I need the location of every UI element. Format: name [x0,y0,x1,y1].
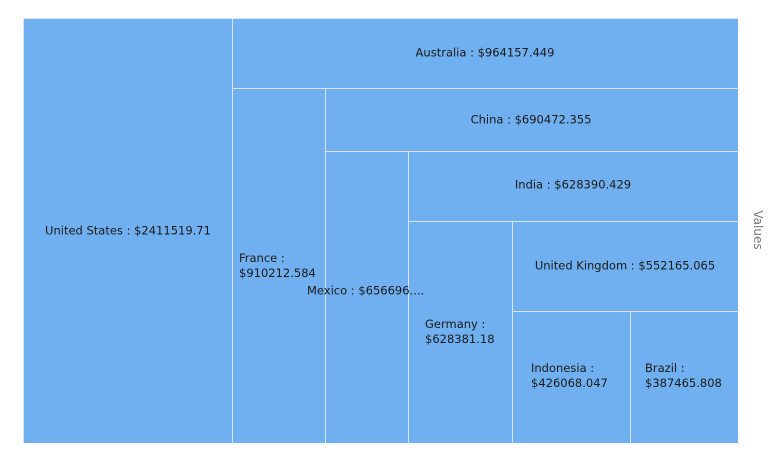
treemap-cell-germany[interactable] [408,221,512,443]
treemap-cell-mexico[interactable] [325,151,408,443]
treemap-label: Australia : $964157.449 [415,45,555,60]
treemap-label: France : $910212.584 [239,251,316,280]
treemap-plot: United States : $2411519.71 Australia : $… [23,18,738,443]
treemap-label: India : $628390.429 [514,177,632,192]
treemap-cell-brazil[interactable] [630,311,738,443]
treemap-label: United States : $2411519.71 [45,223,211,238]
treemap-label: Indonesia : $426068.047 [531,361,608,390]
treemap-cell-indonesia[interactable] [512,311,630,443]
treemap-cell-france[interactable] [232,88,325,443]
treemap-label: United Kingdom : $552165.065 [534,258,716,273]
treemap-cell-india[interactable] [408,151,738,221]
treemap-label: Mexico : $656696.... [307,283,425,298]
treemap-label: Germany : $628381.18 [425,317,495,346]
treemap-label: Brazil : $387465.808 [645,361,722,390]
y-axis-label: Values [751,210,765,250]
treemap-cell-united-states[interactable] [23,18,232,443]
treemap-cell-united-kingdom[interactable] [512,221,738,311]
treemap-cell-australia[interactable] [232,18,738,88]
treemap-label: China : $690472.355 [470,112,592,127]
treemap-cell-china[interactable] [325,88,738,151]
